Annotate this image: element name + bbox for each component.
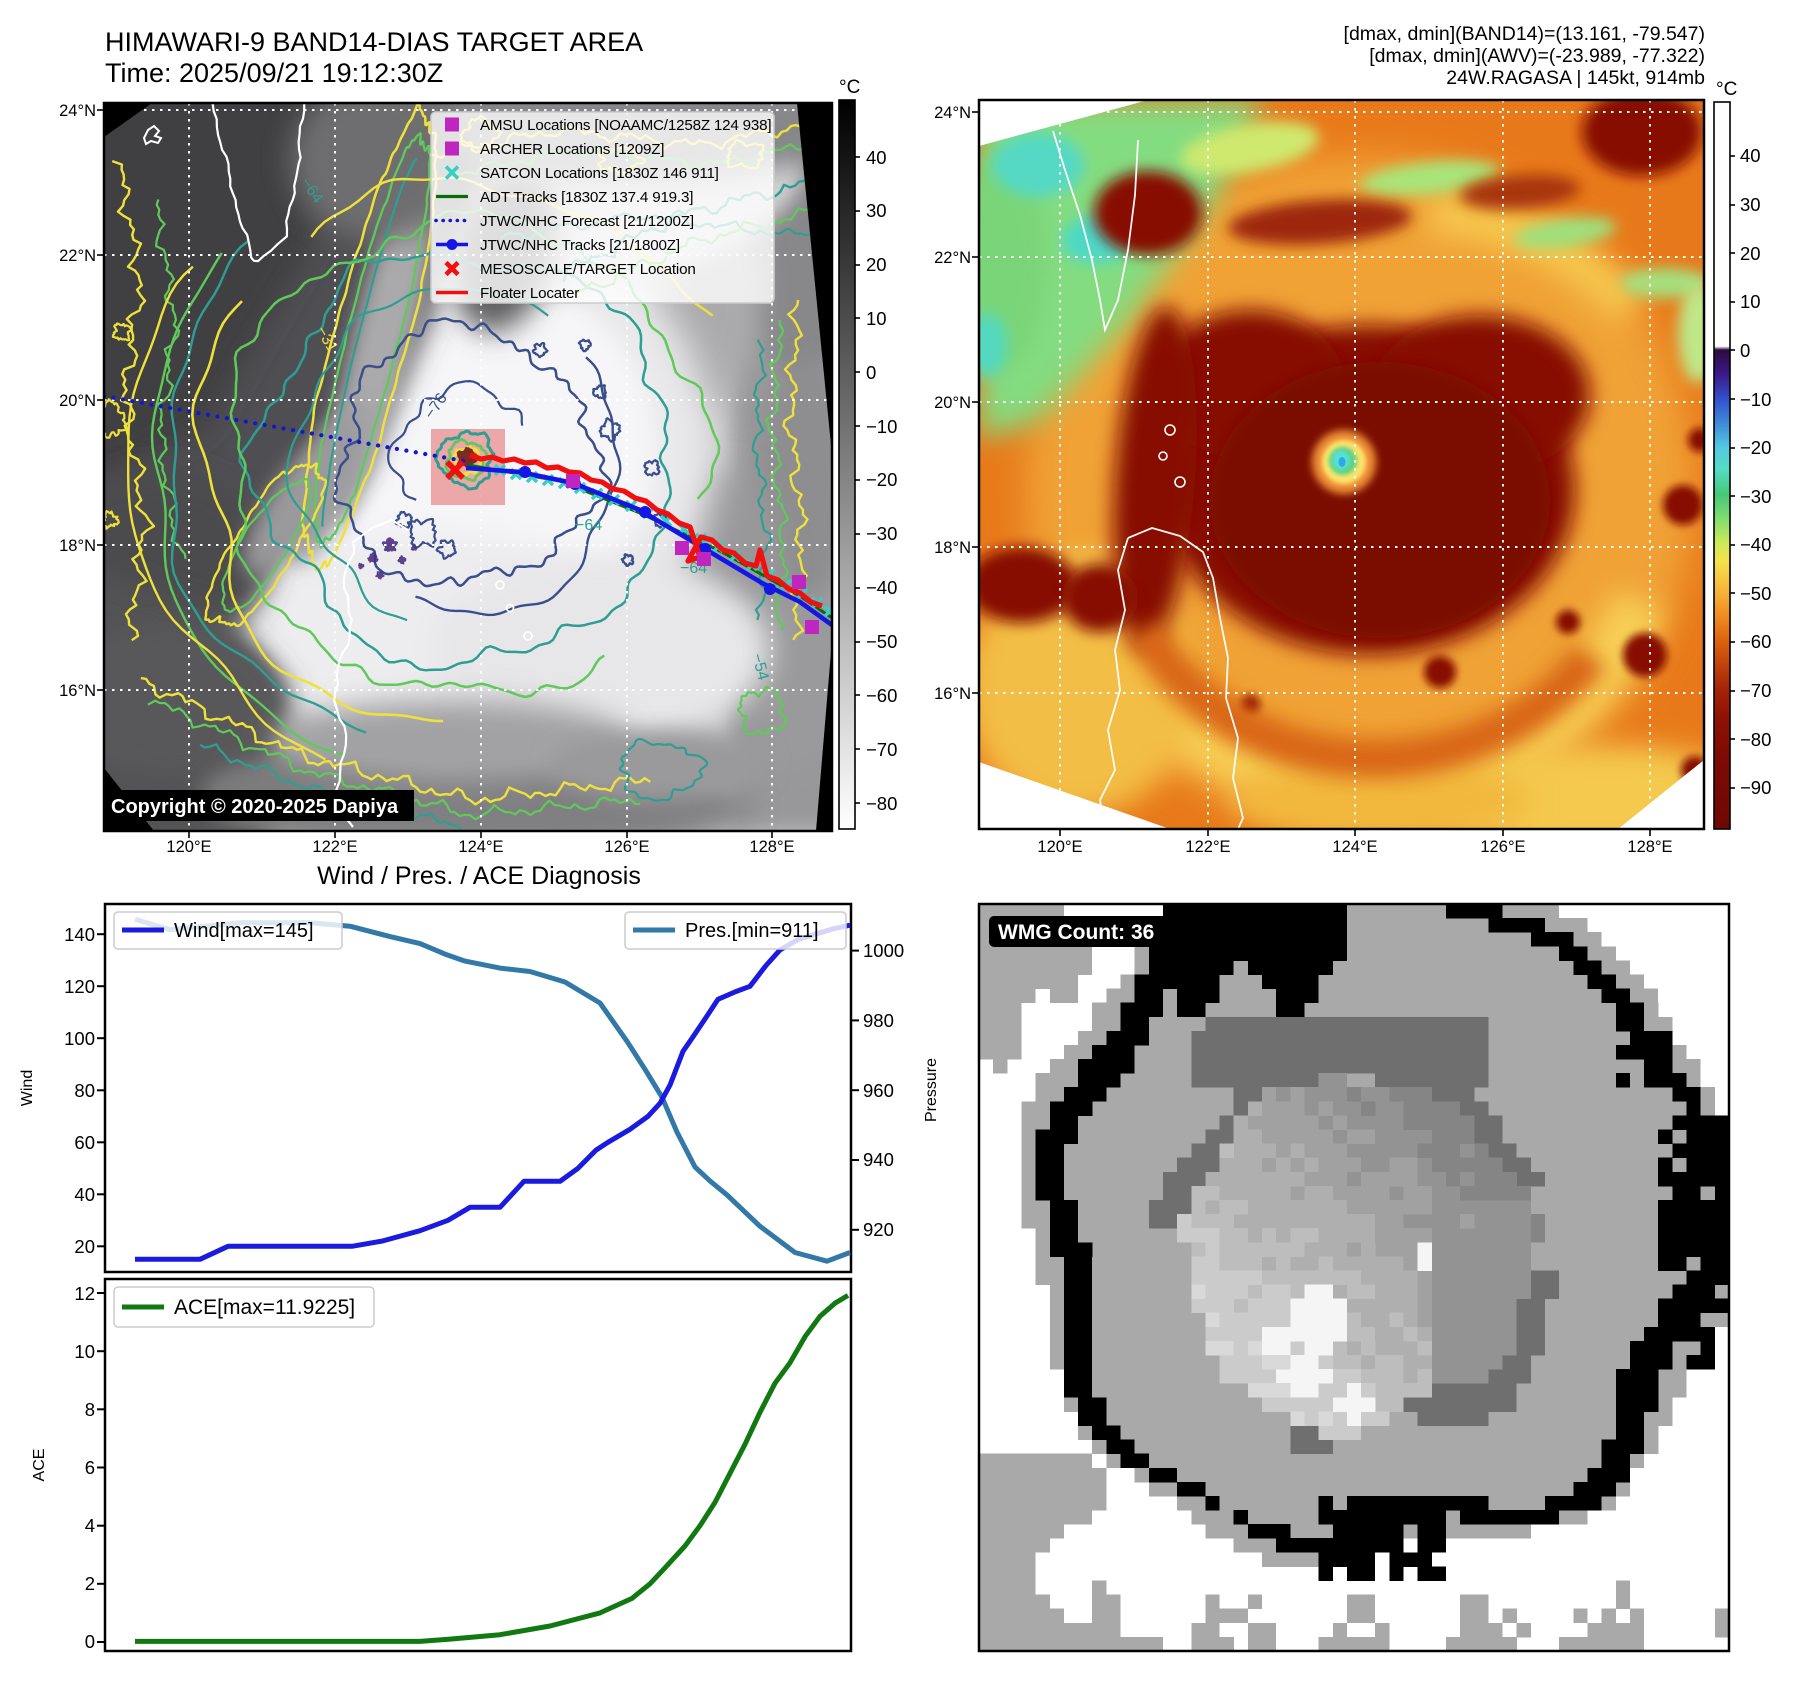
svg-text:100: 100 xyxy=(64,1028,95,1049)
svg-text:22°N: 22°N xyxy=(59,247,96,265)
svg-text:126°E: 126°E xyxy=(604,838,649,856)
svg-text:0: 0 xyxy=(85,1631,95,1652)
svg-text:960: 960 xyxy=(863,1080,894,1101)
svg-text:140: 140 xyxy=(64,924,95,945)
svg-text:JTWC/NHC Forecast [21/1200Z]: JTWC/NHC Forecast [21/1200Z] xyxy=(480,213,694,230)
svg-text:128°E: 128°E xyxy=(749,838,794,856)
svg-text:40: 40 xyxy=(74,1184,95,1205)
svg-text:Wind / Pres. / ACE Diagnosis: Wind / Pres. / ACE Diagnosis xyxy=(317,862,641,890)
svg-text:1000: 1000 xyxy=(863,940,904,961)
svg-text:20°N: 20°N xyxy=(934,394,971,412)
svg-text:°C: °C xyxy=(1716,79,1737,100)
svg-text:−70: −70 xyxy=(1740,680,1771,701)
svg-text:40: 40 xyxy=(1740,145,1761,166)
svg-text:8: 8 xyxy=(85,1399,95,1420)
svg-text:Copyright © 2020-2025 Dapiya: Copyright © 2020-2025 Dapiya xyxy=(111,796,399,818)
svg-text:80: 80 xyxy=(74,1080,95,1101)
svg-text:Floater Locater: Floater Locater xyxy=(480,285,579,302)
svg-text:−20: −20 xyxy=(1740,437,1771,458)
svg-text:980: 980 xyxy=(863,1010,894,1031)
svg-text:Pres.[min=911]: Pres.[min=911] xyxy=(685,920,819,942)
svg-text:−60: −60 xyxy=(1740,631,1771,652)
svg-text:120°E: 120°E xyxy=(166,838,211,856)
svg-text:30: 30 xyxy=(866,200,887,221)
svg-text:°C: °C xyxy=(839,77,860,98)
svg-text:10: 10 xyxy=(1740,291,1761,312)
svg-text:−90: −90 xyxy=(1740,777,1771,798)
svg-text:24°N: 24°N xyxy=(934,104,971,122)
svg-text:ARCHER Locations [1209Z]: ARCHER Locations [1209Z] xyxy=(480,141,664,158)
svg-text:126°E: 126°E xyxy=(1480,838,1525,856)
svg-text:ADT Tracks [1830Z 137.4 919.3]: ADT Tracks [1830Z 137.4 919.3] xyxy=(480,189,693,206)
svg-text:[dmax, dmin](AWV)=(-23.989, -7: [dmax, dmin](AWV)=(-23.989, -77.322) xyxy=(1369,45,1705,67)
svg-text:JTWC/NHC Tracks [21/1800Z]: JTWC/NHC Tracks [21/1800Z] xyxy=(480,237,680,254)
svg-text:120°E: 120°E xyxy=(1037,838,1082,856)
svg-text:4: 4 xyxy=(85,1515,95,1536)
svg-text:20°N: 20°N xyxy=(59,392,96,410)
svg-text:22°N: 22°N xyxy=(934,249,971,267)
svg-text:ACE: ACE xyxy=(31,1449,48,1482)
svg-text:122°E: 122°E xyxy=(1185,838,1230,856)
svg-text:124°E: 124°E xyxy=(1332,838,1377,856)
svg-text:Time: 2025/09/21 19:12:30Z: Time: 2025/09/21 19:12:30Z xyxy=(105,58,443,88)
svg-text:−64: −64 xyxy=(575,517,602,534)
svg-text:24°N: 24°N xyxy=(59,102,96,120)
svg-text:60: 60 xyxy=(74,1132,95,1153)
svg-text:18°N: 18°N xyxy=(934,539,971,557)
svg-text:MESOSCALE/TARGET Location: MESOSCALE/TARGET Location xyxy=(480,261,696,278)
svg-text:SATCON Locations [1830Z 146 91: SATCON Locations [1830Z 146 911] xyxy=(480,165,719,182)
svg-text:−70: −70 xyxy=(866,739,897,760)
svg-text:Wind[max=145]: Wind[max=145] xyxy=(174,920,314,942)
svg-text:−30: −30 xyxy=(1740,486,1771,507)
svg-text:24W.RAGASA | 145kt, 914mb: 24W.RAGASA | 145kt, 914mb xyxy=(1446,67,1705,89)
svg-text:Pressure: Pressure xyxy=(923,1058,940,1122)
svg-text:−40: −40 xyxy=(1740,534,1771,555)
svg-text:HIMAWARI-9 BAND14-DIAS TARGET: HIMAWARI-9 BAND14-DIAS TARGET AREA xyxy=(105,27,643,57)
svg-text:ACE[max=11.9225]: ACE[max=11.9225] xyxy=(174,1296,355,1319)
svg-text:16°N: 16°N xyxy=(59,682,96,700)
svg-text:20: 20 xyxy=(74,1236,95,1257)
svg-text:18°N: 18°N xyxy=(59,537,96,555)
svg-text:Wind: Wind xyxy=(19,1070,36,1106)
svg-text:−30: −30 xyxy=(866,523,897,544)
svg-text:[dmax, dmin](BAND14)=(13.161,: [dmax, dmin](BAND14)=(13.161, -79.547) xyxy=(1344,23,1705,45)
svg-text:940: 940 xyxy=(863,1149,894,1170)
svg-text:120: 120 xyxy=(64,976,95,997)
svg-text:40: 40 xyxy=(866,147,887,168)
svg-text:−10: −10 xyxy=(1740,389,1771,410)
svg-text:10: 10 xyxy=(866,308,887,329)
svg-text:20: 20 xyxy=(866,254,887,275)
svg-text:30: 30 xyxy=(1740,194,1761,215)
svg-text:12: 12 xyxy=(74,1283,95,1304)
svg-text:128°E: 128°E xyxy=(1627,838,1672,856)
svg-text:124°E: 124°E xyxy=(458,838,503,856)
svg-text:−54: −54 xyxy=(748,652,771,683)
svg-text:−60: −60 xyxy=(866,685,897,706)
svg-text:2: 2 xyxy=(85,1573,95,1594)
svg-text:−10: −10 xyxy=(866,416,897,437)
svg-text:122°E: 122°E xyxy=(312,838,357,856)
svg-text:0: 0 xyxy=(1740,340,1750,361)
svg-text:920: 920 xyxy=(863,1219,894,1240)
svg-text:AMSU Locations [NOAAMC/1258Z 1: AMSU Locations [NOAAMC/1258Z 124 938] xyxy=(480,117,771,134)
svg-text:−50: −50 xyxy=(866,631,897,652)
svg-text:0: 0 xyxy=(866,362,876,383)
svg-text:6: 6 xyxy=(85,1457,95,1478)
svg-text:16°N: 16°N xyxy=(934,685,971,703)
svg-text:20: 20 xyxy=(1740,243,1761,264)
svg-text:−40: −40 xyxy=(866,577,897,598)
svg-text:10: 10 xyxy=(74,1341,95,1362)
svg-text:−80: −80 xyxy=(866,793,897,814)
svg-text:−20: −20 xyxy=(866,469,897,490)
svg-text:−50: −50 xyxy=(1740,583,1771,604)
svg-text:WMG Count: 36: WMG Count: 36 xyxy=(998,921,1154,944)
svg-text:−80: −80 xyxy=(1740,729,1771,750)
